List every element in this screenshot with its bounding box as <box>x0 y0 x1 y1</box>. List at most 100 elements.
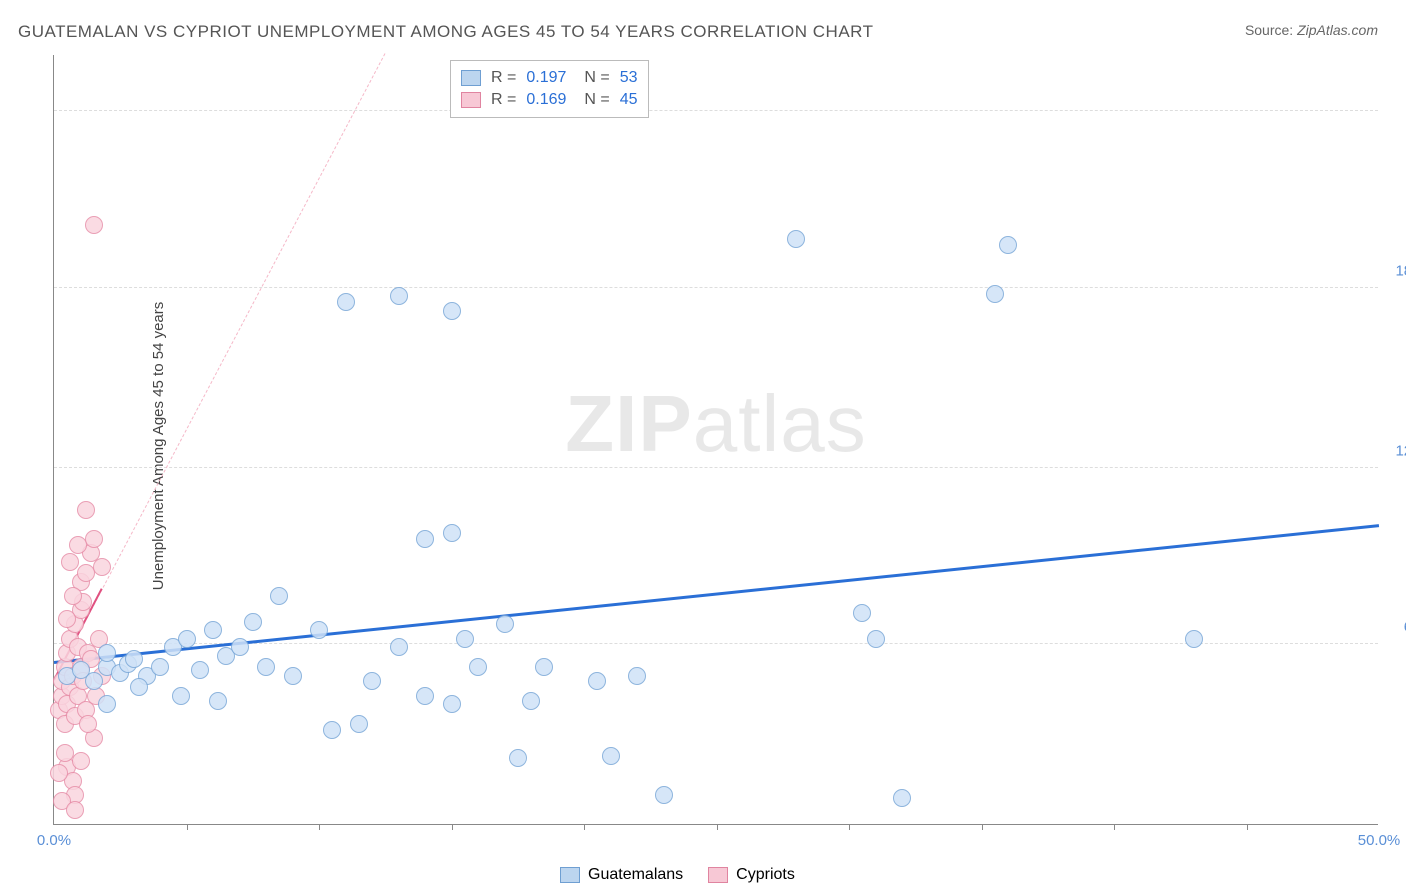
watermark: ZIPatlas <box>565 378 866 470</box>
data-point <box>443 302 461 320</box>
data-point <box>204 621 222 639</box>
data-point <box>602 747 620 765</box>
legend-swatch <box>560 867 580 883</box>
data-point <box>244 613 262 631</box>
x-tick-label: 50.0% <box>1358 832 1401 849</box>
data-point <box>416 530 434 548</box>
legend-row: R = 0.169 N = 45 <box>461 89 638 111</box>
source-value: ZipAtlas.com <box>1297 22 1378 38</box>
data-point <box>270 587 288 605</box>
y-tick-label: 12.5% <box>1388 442 1406 459</box>
data-point <box>496 615 514 633</box>
data-point <box>443 695 461 713</box>
data-point <box>986 285 1004 303</box>
y-tick-label: 18.8% <box>1388 262 1406 279</box>
data-point <box>50 764 68 782</box>
data-point <box>787 230 805 248</box>
data-point <box>390 287 408 305</box>
r-label: R = <box>491 69 516 87</box>
data-point <box>178 630 196 648</box>
data-point <box>628 667 646 685</box>
data-point <box>125 650 143 668</box>
watermark-bold: ZIP <box>565 379 692 468</box>
data-point <box>64 587 82 605</box>
legend-series-item: Guatemalans <box>560 866 683 884</box>
chart-container: GUATEMALAN VS CYPRIOT UNEMPLOYMENT AMONG… <box>0 0 1406 892</box>
legend-series-label: Guatemalans <box>588 866 683 884</box>
x-tick-mark <box>187 824 188 830</box>
data-point <box>893 789 911 807</box>
data-point <box>257 658 275 676</box>
x-tick-mark <box>452 824 453 830</box>
gridline-h <box>54 287 1378 288</box>
data-point <box>469 658 487 676</box>
data-point <box>69 536 87 554</box>
data-point <box>588 672 606 690</box>
data-point <box>61 553 79 571</box>
n-label: N = <box>584 91 609 109</box>
r-label: R = <box>491 91 516 109</box>
data-point <box>85 530 103 548</box>
x-tick-mark <box>319 824 320 830</box>
data-point <box>231 638 249 656</box>
data-point <box>151 658 169 676</box>
x-tick-label: 0.0% <box>37 832 71 849</box>
chart-title: GUATEMALAN VS CYPRIOT UNEMPLOYMENT AMONG… <box>18 22 874 42</box>
legend-swatch <box>708 867 728 883</box>
r-value: 0.169 <box>526 91 566 109</box>
plot-area: ZIPatlas 6.3%12.5%18.8%0.0%50.0% <box>53 55 1378 825</box>
data-point <box>867 630 885 648</box>
data-point <box>77 501 95 519</box>
x-tick-mark <box>717 824 718 830</box>
legend-series-label: Cypriots <box>736 866 795 884</box>
data-point <box>655 786 673 804</box>
data-point <box>209 692 227 710</box>
data-point <box>1185 630 1203 648</box>
data-point <box>363 672 381 690</box>
source-label: Source: <box>1245 22 1293 38</box>
data-point <box>172 687 190 705</box>
x-tick-mark <box>1114 824 1115 830</box>
data-point <box>72 752 90 770</box>
trend-line <box>54 53 386 681</box>
legend-swatch <box>461 70 481 86</box>
data-point <box>853 604 871 622</box>
legend-series: Guatemalans Cypriots <box>560 866 795 884</box>
x-tick-mark <box>1247 824 1248 830</box>
data-point <box>509 749 527 767</box>
data-point <box>58 610 76 628</box>
data-point <box>130 678 148 696</box>
data-point <box>443 524 461 542</box>
gridline-h <box>54 467 1378 468</box>
data-point <box>85 216 103 234</box>
data-point <box>93 558 111 576</box>
source-attribution: Source: ZipAtlas.com <box>1245 22 1378 38</box>
data-point <box>337 293 355 311</box>
data-point <box>999 236 1017 254</box>
r-value: 0.197 <box>526 69 566 87</box>
x-tick-mark <box>982 824 983 830</box>
data-point <box>85 672 103 690</box>
data-point <box>323 721 341 739</box>
data-point <box>98 695 116 713</box>
data-point <box>79 715 97 733</box>
data-point <box>98 644 116 662</box>
data-point <box>350 715 368 733</box>
legend-series-item: Cypriots <box>708 866 795 884</box>
data-point <box>66 801 84 819</box>
watermark-rest: atlas <box>693 379 867 468</box>
legend-row: R = 0.197 N = 53 <box>461 67 638 89</box>
data-point <box>522 692 540 710</box>
n-value: 45 <box>620 91 638 109</box>
data-point <box>390 638 408 656</box>
n-value: 53 <box>620 69 638 87</box>
gridline-h <box>54 110 1378 111</box>
n-label: N = <box>584 69 609 87</box>
data-point <box>310 621 328 639</box>
x-tick-mark <box>584 824 585 830</box>
data-point <box>284 667 302 685</box>
legend-swatch <box>461 92 481 108</box>
data-point <box>535 658 553 676</box>
data-point <box>191 661 209 679</box>
legend-correlation: R = 0.197 N = 53 R = 0.169 N = 45 <box>450 60 649 118</box>
